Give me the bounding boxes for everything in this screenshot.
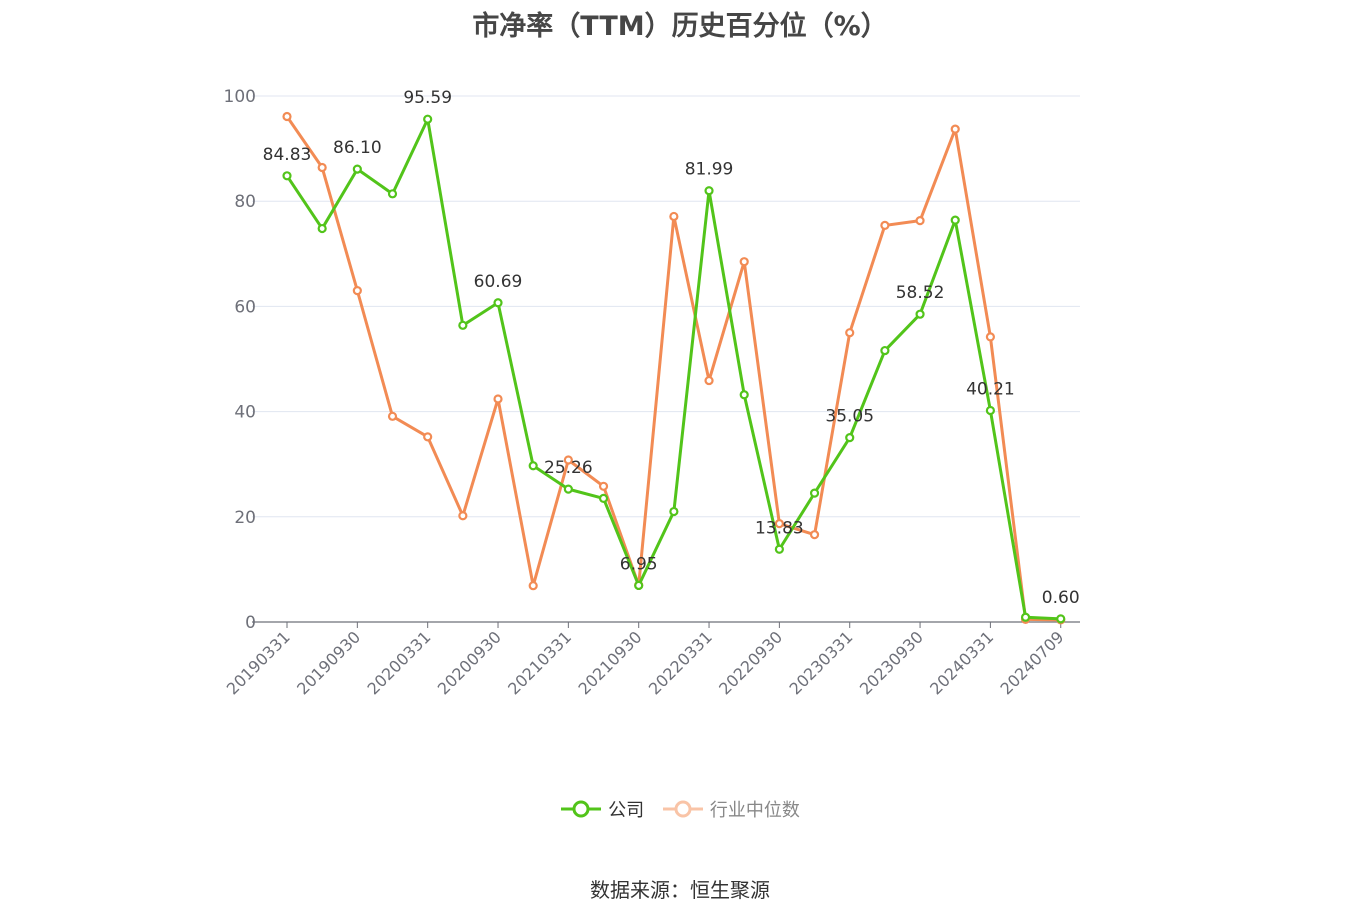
data-point [809,488,820,498]
data-point [282,111,292,122]
data-point [704,186,714,196]
data-label: 40.21 [966,379,1015,399]
data-point [809,530,820,540]
data-point [669,211,679,222]
y-tick-label: 80 [234,192,256,212]
y-tick-label: 20 [234,508,256,528]
data-source: 数据来源：恒生聚源 [590,878,770,902]
data-point [598,481,609,491]
x-tick-label: 20200930 [434,627,505,698]
data-point [1056,614,1066,624]
data-label: 86.10 [333,138,382,158]
x-tick-label: 20200331 [363,627,434,698]
data-point [598,493,609,503]
x-tick-label: 20240331 [926,627,997,698]
data-point [774,544,784,554]
data-point [774,519,784,529]
x-tick-label: 20240709 [997,627,1068,698]
data-point [985,405,996,416]
x-tick-label: 20210930 [575,627,646,698]
data-point [458,511,468,521]
data-point [669,506,679,517]
data-point [493,298,503,308]
legend-line-marker-icon [662,800,703,818]
data-point [317,223,327,234]
data-point [352,164,362,174]
data-point [915,309,925,319]
data-label: 25.26 [544,458,593,478]
data-label: 6.95 [620,554,658,574]
data-point [493,394,503,404]
data-label: 60.69 [474,272,523,292]
data-point [528,461,538,471]
data-point [563,484,573,494]
data-point [528,581,538,591]
x-tick-label: 20220930 [715,627,786,698]
y-axis-ticks: 0 20 40 60 80 100 [224,87,256,633]
series-group [282,111,1066,625]
data-point [950,215,960,225]
legend-label-industry-median: 行业中位数 [709,800,800,821]
data-point [1020,612,1031,622]
legend-item-industry-median[interactable]: 行业中位数 [662,796,800,822]
data-label: 35.05 [825,407,874,427]
data-point [704,375,714,386]
data-point [563,455,573,465]
y-tick-label: 60 [234,297,256,317]
data-point [423,432,433,442]
data-label: 81.99 [685,160,734,180]
data-point [880,345,890,356]
legend-line-marker-icon [561,800,602,818]
data-point [950,124,960,134]
data-point [387,189,398,199]
data-label: 0.60 [1042,588,1080,608]
data-point [387,411,398,421]
legend-item-company[interactable]: 公司 [560,796,644,822]
legend: 公司 行业中位数 [0,796,1360,826]
y-tick-label: 0 [245,613,256,633]
legend-label-company: 公司 [608,800,645,821]
data-label: 95.59 [403,88,452,108]
data-point [985,332,996,342]
data-point [317,162,327,173]
data-label: 84.83 [263,145,312,165]
data-point [458,320,468,330]
data-point [282,171,292,181]
x-tick-label: 20190930 [293,627,364,698]
data-point [845,433,855,443]
series-line-0 [285,117,1061,621]
data-point [845,328,855,338]
data-point [352,286,362,296]
data-point [739,257,749,267]
series-line-1 [285,115,1061,622]
chart-title: 市净率（TTM）历史百分位（%） [472,11,888,42]
data-labels: 84.83 86.10 95.59 60.69 25.26 6.95 81.99 13.83 3… [263,88,1080,608]
data-label: 58.52 [896,283,945,303]
x-tick-label: 20230930 [856,627,927,698]
data-label: 13.83 [755,518,804,538]
data-point [739,390,749,400]
data-point [423,114,433,124]
x-tick-label: 20230331 [786,627,857,698]
data-point [880,220,890,230]
data-point [634,580,644,591]
x-tick-label: 20190331 [223,627,294,698]
data-point [915,216,925,226]
y-tick-label: 40 [234,403,256,423]
y-tick-label: 100 [224,87,256,107]
x-axis: 20190331 20190930 20200331 20200930 20210331… [223,621,1080,698]
x-tick-label: 20210331 [504,627,575,698]
x-tick-label: 20220331 [645,627,716,698]
